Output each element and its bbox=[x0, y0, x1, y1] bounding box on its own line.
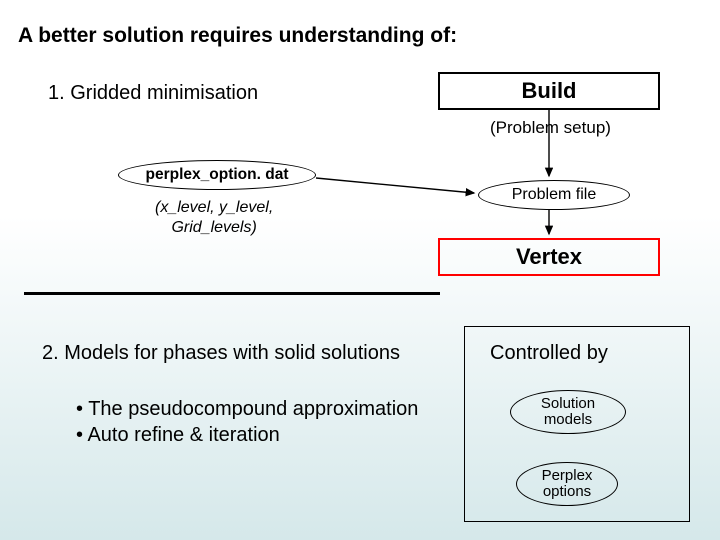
vertex-box-label: Vertex bbox=[516, 244, 582, 270]
problem-file-oval: Problem file bbox=[478, 180, 630, 210]
perplex-option-oval: perplex_option. dat bbox=[118, 160, 316, 190]
perplex-options-line1: Perplex bbox=[542, 468, 593, 484]
solution-models-oval: Solution models bbox=[510, 390, 626, 434]
bullets-block: • The pseudocompound approximation • Aut… bbox=[76, 396, 418, 448]
problem-file-label: Problem file bbox=[512, 186, 596, 204]
grid-levels-line1: (x_level, y_level, bbox=[155, 198, 273, 218]
perplex-options-line2: options bbox=[543, 484, 591, 500]
item-2-text: 2. Models for phases with solid solution… bbox=[42, 342, 400, 365]
item-1-text: 1. Gridded minimisation bbox=[48, 82, 258, 105]
perplex-option-label: perplex_option. dat bbox=[146, 166, 289, 184]
bullet-1: • The pseudocompound approximation bbox=[76, 396, 418, 422]
perplex-options-oval: Perplex options bbox=[516, 462, 618, 506]
controlled-by-label: Controlled by bbox=[490, 342, 608, 365]
divider-line bbox=[24, 292, 440, 295]
bullet-2: • Auto refine & iteration bbox=[76, 422, 418, 448]
grid-levels-line2: Grid_levels) bbox=[155, 218, 273, 238]
grid-levels-text: (x_level, y_level, Grid_levels) bbox=[155, 198, 273, 238]
solution-models-line2: models bbox=[544, 412, 592, 428]
problem-setup-label: (Problem setup) bbox=[490, 118, 611, 138]
page-title: A better solution requires understanding… bbox=[18, 24, 457, 48]
build-box: Build bbox=[438, 72, 660, 110]
solution-models-line1: Solution bbox=[541, 396, 595, 412]
build-box-label: Build bbox=[522, 78, 577, 104]
vertex-box: Vertex bbox=[438, 238, 660, 276]
